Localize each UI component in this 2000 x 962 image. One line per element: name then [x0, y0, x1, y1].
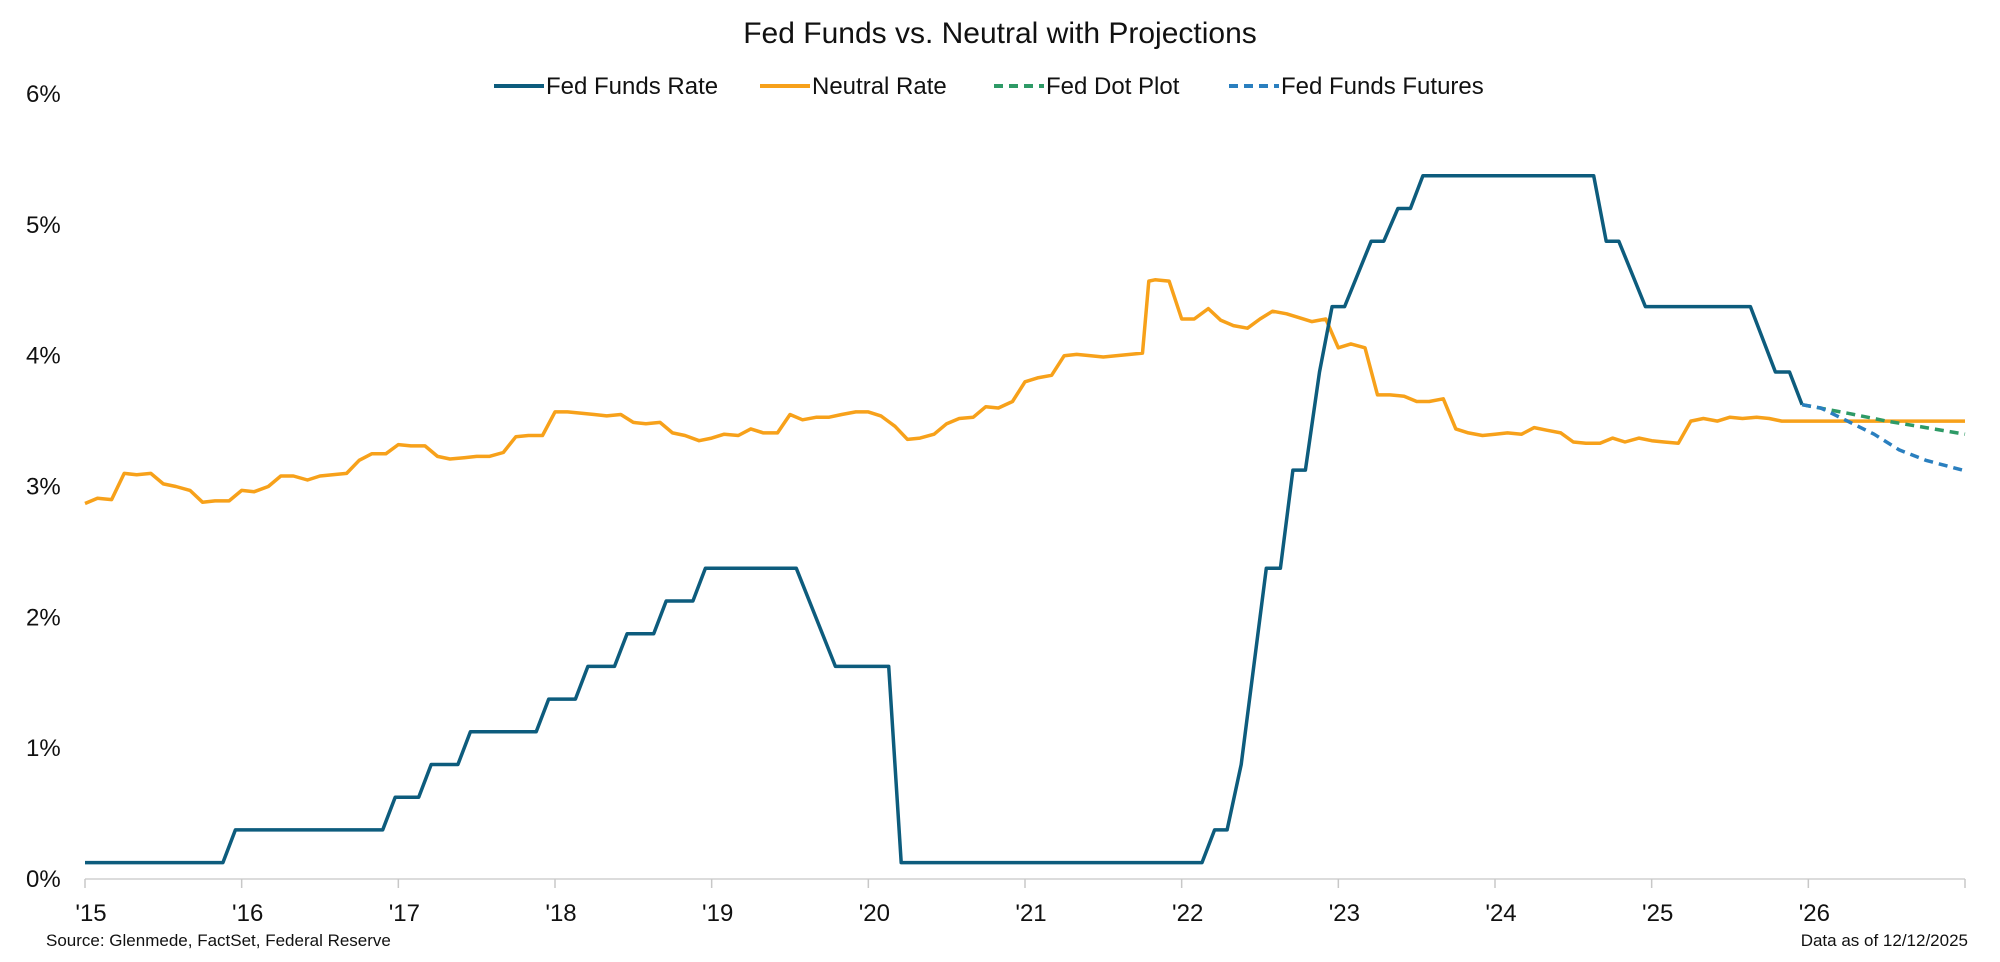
x-tick-label: '18: [545, 900, 576, 927]
x-tick-label: '20: [859, 900, 890, 927]
series-line-fed-funds-futures: [1801, 402, 1966, 473]
x-tick-label: '22: [1172, 900, 1203, 927]
series-line-neutral-rate: [84, 278, 1965, 506]
y-tick-label: 4%: [26, 343, 61, 370]
y-tick-label: 3%: [26, 474, 61, 501]
legend-label-fed-funds-futures: Fed Funds Futures: [1281, 73, 1484, 100]
series-line-fed-funds-rate: [85, 174, 1804, 865]
x-tick-label: '23: [1329, 900, 1360, 927]
plot-area: [84, 174, 1966, 865]
legend-label-fed-dot-plot: Fed Dot Plot: [1046, 73, 1180, 100]
x-tick-label: '21: [1015, 900, 1046, 927]
chart-title: Fed Funds vs. Neutral with Projections: [743, 17, 1257, 50]
y-tick-label: 1%: [26, 735, 61, 762]
data-as-of-note: Data as of 12/12/2025: [1801, 931, 1968, 950]
x-tick-label: '16: [232, 900, 263, 927]
series-line-fed-dot-plot: [1801, 402, 1966, 436]
y-tick-label: 2%: [26, 604, 61, 631]
x-tick-label: '24: [1485, 900, 1516, 927]
x-tick-label: '26: [1799, 900, 1830, 927]
x-tick-label: '19: [702, 900, 733, 927]
legend-label-fed-funds-rate: Fed Funds Rate: [546, 73, 718, 100]
legend: Fed Funds Rate Neutral Rate Fed Dot Plot Fe…: [494, 73, 1484, 100]
y-tick-label: 6%: [26, 81, 61, 108]
x-tick-label: '25: [1642, 900, 1673, 927]
y-axis: 0% 1% 2% 3% 4% 5% 6%: [26, 81, 61, 893]
x-axis: '15 '16 '17 '18 '19 '20 '21 '22 '23 '24 '25 '26: [75, 878, 1966, 927]
source-note: Source: Glenmede, FactSet, Federal Reser…: [46, 931, 391, 950]
legend-label-neutral-rate: Neutral Rate: [812, 73, 947, 100]
x-tick-label: '17: [389, 900, 420, 927]
y-tick-label: 5%: [26, 212, 61, 239]
y-tick-label: 0%: [26, 866, 61, 893]
x-tick-label: '15: [75, 900, 106, 927]
